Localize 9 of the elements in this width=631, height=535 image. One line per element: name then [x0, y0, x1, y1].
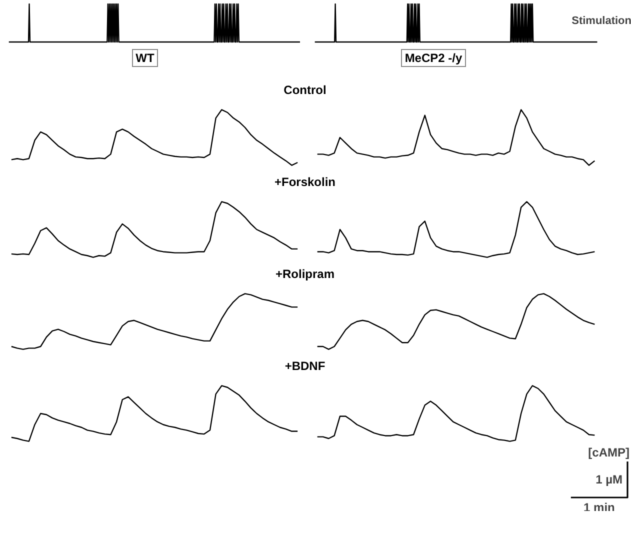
chart-title: WT	[132, 49, 158, 67]
chart-title: MeCP2 -/y	[400, 49, 466, 67]
text: 1 µM	[596, 472, 623, 486]
text: [cAMP]	[588, 446, 630, 460]
chart-subtitle: +BDNF	[284, 358, 326, 375]
chart-subtitle: Control	[284, 82, 326, 99]
annotation: Stimulation	[572, 15, 631, 28]
chart-subtitle: +Forskolin	[274, 174, 336, 191]
chart-subtitle: +Rolipram	[275, 266, 334, 283]
